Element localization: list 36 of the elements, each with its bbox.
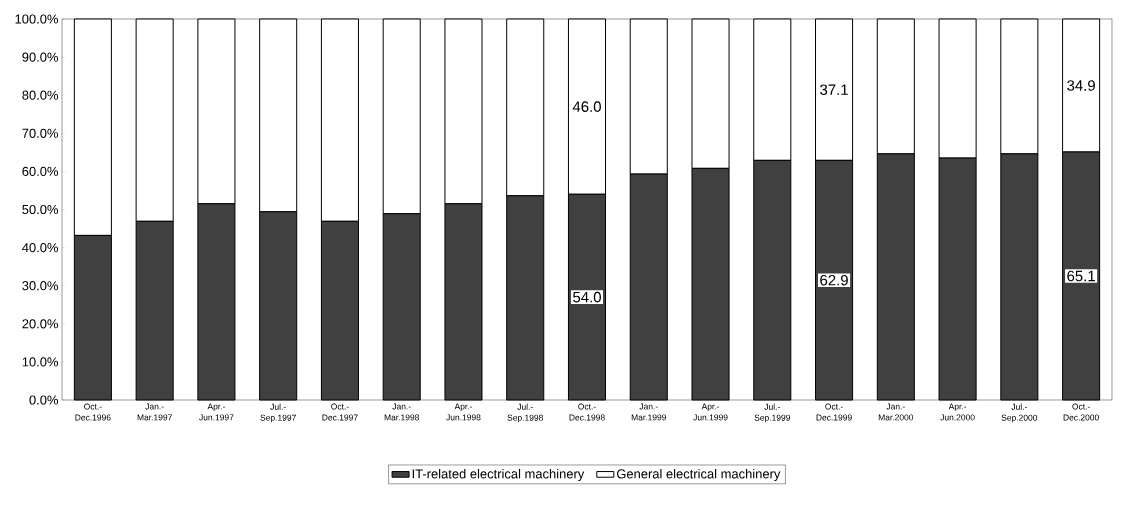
x-tick-label: Jan.- Mar.2000 [878,403,914,421]
x-tick-label: Apr.- Jun.1997 [199,403,234,421]
y-tick-label: 80.0% [22,90,59,100]
x-tick-label: Oct.- Dec.1996 [75,403,111,421]
y-tick-label: 70.0% [22,128,59,138]
x-tick-label: Apr.- Jun.1998 [446,403,481,421]
x-tick-label: Jul.- Sep.1998 [507,403,543,423]
y-tick-label: 10.0% [22,357,59,367]
x-tick-label: Apr.- Jun.2000 [940,403,975,421]
x-tick-label: Jan.- Mar.1999 [631,403,667,421]
data-label: 65.1 [1067,270,1095,282]
y-tick-label: 30.0% [22,281,59,291]
x-tick-label: Jul.- Sep.1997 [260,403,296,423]
y-tick-label: 50.0% [22,204,59,215]
data-label: 62.9 [820,274,848,286]
y-tick-label: 0.0% [29,395,59,405]
y-tick-label: 60.0% [22,166,59,176]
x-tick-label: Oct.- Dec.2000 [1063,403,1099,421]
x-tick-label: Apr.- Jun.1999 [693,403,728,421]
data-label: 37.1 [820,84,848,95]
data-label: 34.9 [1067,80,1095,91]
x-tick-label: Jul.- Sep.2000 [1001,403,1038,423]
x-tick-label: Jul.- Sep.1999 [754,403,791,423]
x-tick-label: Oct.- Dec.1997 [322,403,358,421]
legend-label: IT-related electrical machinery [412,468,585,482]
x-tick-label: Oct.- Dec.1999 [816,403,852,421]
data-label: 54.0 [573,291,601,303]
y-tick-label: 40.0% [22,243,59,253]
x-tick-label: Oct.- Dec.1998 [569,403,605,421]
y-tick-label: 20.0% [22,319,59,329]
y-tick-label: 100.0% [15,14,59,24]
x-tick-label: Jan.- Mar.1998 [384,403,419,421]
data-label: 46.0 [572,101,601,112]
y-tick-label: 90.0% [22,52,59,62]
x-tick-label: Jan.- Mar.1997 [137,403,172,421]
legend-label: General electrical machinery [616,468,781,482]
